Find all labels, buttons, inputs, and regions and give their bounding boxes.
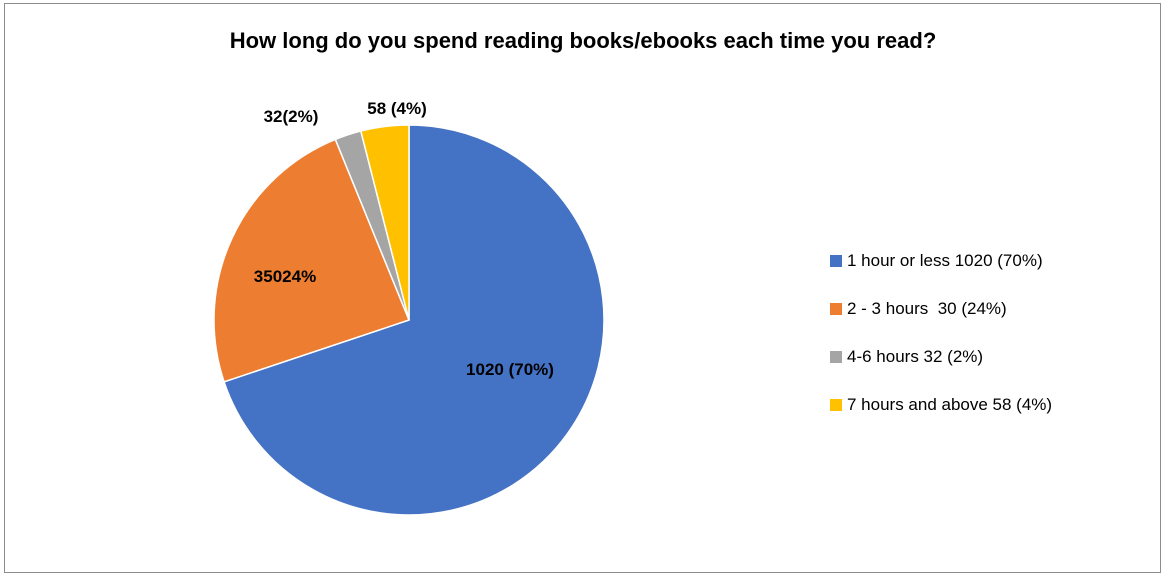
legend-item-2-3-hours: 2 - 3 hours 30 (24%) (830, 285, 1052, 333)
legend-item-4-6-hours: 4-6 hours 32 (2%) (830, 333, 1052, 381)
data-label-1-hour-or-less: 1020 (70%) (466, 360, 554, 379)
legend-swatch-1-hour-or-less (830, 255, 842, 267)
data-label-7-hours-and-above: 58 (4%) (367, 99, 427, 118)
pie-slice-1-hour-or-less (223, 124, 605, 516)
legend-label-1-hour-or-less: 1 hour or less 1020 (70%) (847, 251, 1043, 270)
chart-title: How long do you spend reading books/eboo… (229, 28, 937, 53)
legend-swatch-4-6-hours (830, 351, 842, 363)
legend-label-7-hours-and-above: 7 hours and above 58 (4%) (847, 395, 1053, 414)
legend-swatch-7-hours-and-above (830, 399, 842, 411)
pie-slice-2-3-hours (213, 138, 410, 383)
legend-label-4-6-hours: 4-6 hours 32 (2%) (847, 347, 984, 366)
data-label-4-6-hours: 32(2%) (264, 107, 319, 126)
data-label-2-3-hours: 35024% (254, 267, 316, 286)
legend-item-1-hour-or-less: 1 hour or less 1020 (70%) (830, 237, 1052, 285)
chart-legend: 1 hour or less 1020 (70%) 2 - 3 hours 30… (830, 237, 1052, 429)
legend-swatch-2-3-hours (830, 303, 842, 315)
legend-label-2-3-hours: 2 - 3 hours 30 (24%) (847, 299, 1007, 318)
legend-item-7-hours-and-above: 7 hours and above 58 (4%) (830, 381, 1052, 429)
pie-slice-7-hours-and-above (359, 124, 410, 321)
